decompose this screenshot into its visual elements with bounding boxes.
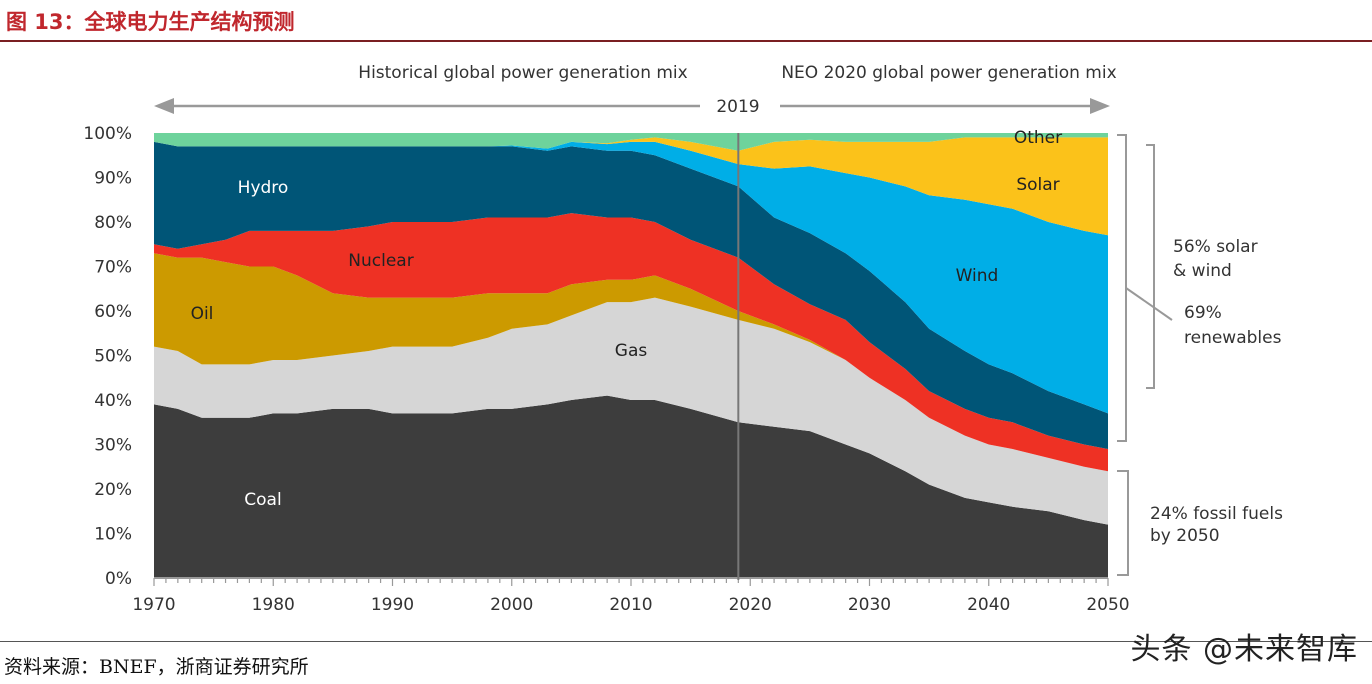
- x-tick-label: 1970: [132, 595, 175, 615]
- area-solar: [154, 137, 1108, 236]
- x-tick-label: 1990: [371, 595, 414, 615]
- area-gas: [154, 297, 1108, 525]
- area-series-group: [154, 133, 1108, 578]
- y-tick-label: 40%: [94, 391, 132, 411]
- label-hydro: Hydro: [238, 178, 289, 198]
- annotation-solar-wind: 56% solar & wind: [1173, 237, 1263, 281]
- axes-group: 0% 10% 20% 30% 40% 50% 60% 70% 80% 90% 100% 1970 198…: [83, 124, 1129, 615]
- header-forecast: NEO 2020 global power generation mix: [781, 63, 1116, 83]
- bracket-renewables: [1117, 134, 1173, 576]
- annotation-renewables-line1: 69%: [1184, 303, 1222, 323]
- label-wind: Wind: [956, 266, 999, 286]
- y-tick-label: 50%: [94, 347, 132, 367]
- watermark: 头条 @未来智库: [1130, 632, 1358, 667]
- label-other: Other: [1014, 128, 1062, 148]
- figure-title: 图 13：全球电力生产结构预测: [6, 10, 295, 34]
- label-nuclear: Nuclear: [348, 251, 413, 271]
- x-tick-label: 1980: [252, 595, 295, 615]
- divider-year-label: 2019: [716, 97, 759, 117]
- area-other: [154, 133, 1108, 151]
- y-tick-label: 90%: [94, 169, 132, 189]
- timeline-arrow: [154, 98, 1110, 114]
- power-mix-chart: 0% 10% 20% 30% 40% 50% 60% 70% 80% 90% 100% 1970 198…: [83, 63, 1288, 615]
- area-wind: [154, 141, 1108, 414]
- label-coal: Coal: [244, 490, 281, 510]
- label-solar: Solar: [1016, 175, 1059, 195]
- source-rule: [0, 641, 1372, 642]
- y-tick-label: 20%: [94, 480, 132, 500]
- area-oil: [154, 253, 1108, 472]
- y-tick-label: 0%: [105, 569, 132, 589]
- annotation-solar-wind-line2: & wind: [1173, 261, 1232, 281]
- title-rule: [0, 40, 1372, 42]
- area-nuclear: [154, 213, 1108, 472]
- y-tick-label: 70%: [94, 258, 132, 278]
- x-tick-label: 2000: [490, 595, 533, 615]
- y-tick-label: 30%: [94, 436, 132, 456]
- y-tick-label: 100%: [83, 124, 132, 144]
- x-tick-label: 2010: [609, 595, 652, 615]
- annotation-fossil: 24% fossil fuels by 2050: [1150, 504, 1288, 546]
- source-note: 资料来源：BNEF，浙商证券研究所: [4, 656, 309, 678]
- x-tick-label: 2020: [729, 595, 772, 615]
- area-hydro: [154, 141, 1108, 449]
- annotation-solar-wind-line1: 56% solar: [1173, 237, 1258, 257]
- y-tick-label: 10%: [94, 525, 132, 545]
- x-tick-label: 2030: [848, 595, 891, 615]
- y-tick-label: 80%: [94, 213, 132, 233]
- arrow-right-icon: [1090, 98, 1110, 114]
- arrow-left-icon: [154, 98, 174, 114]
- label-oil: Oil: [191, 304, 214, 324]
- annotation-fossil-line2: by 2050: [1150, 526, 1220, 546]
- y-tick-label: 60%: [94, 302, 132, 322]
- x-tick-label: 2040: [967, 595, 1010, 615]
- area-coal: [154, 395, 1108, 578]
- x-tick-label: 2050: [1086, 595, 1129, 615]
- annotation-renewables: 69% renewables: [1184, 303, 1282, 348]
- header-historical: Historical global power generation mix: [358, 63, 687, 83]
- annotation-fossil-line1: 24% fossil fuels: [1150, 504, 1283, 524]
- label-gas: Gas: [615, 341, 648, 361]
- annotation-renewables-line2: renewables: [1184, 328, 1282, 348]
